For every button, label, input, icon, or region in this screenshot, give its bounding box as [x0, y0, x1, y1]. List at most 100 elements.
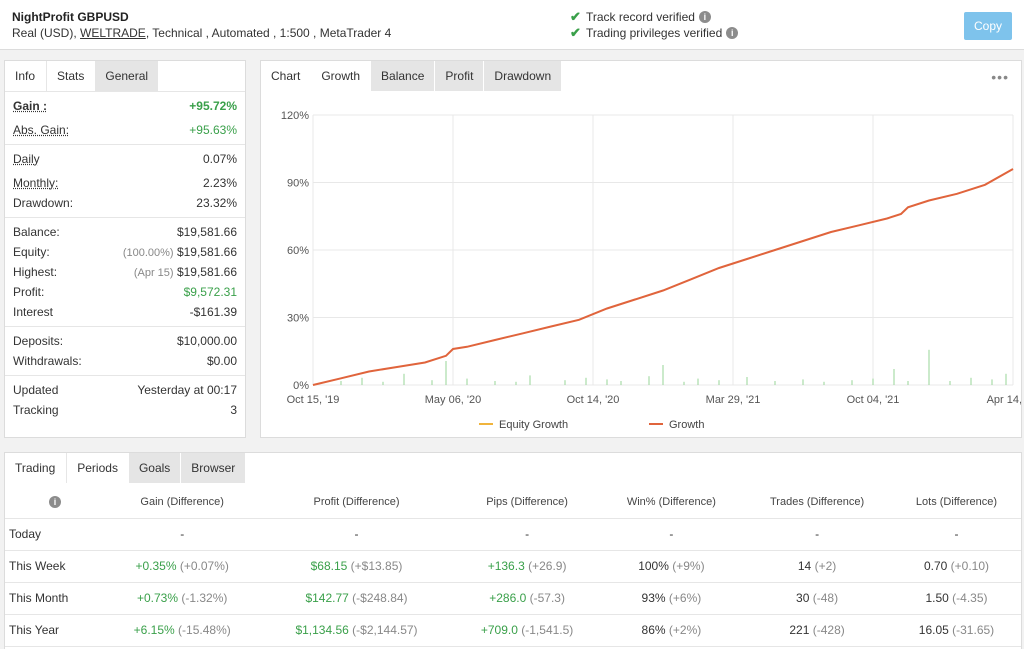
trade-bar: [445, 361, 447, 385]
stat-monthly: Monthly: 2.23%: [13, 176, 237, 190]
tab-browser[interactable]: Browser: [181, 453, 247, 483]
cell-difference: (+26.9): [528, 559, 567, 573]
trade-bar: [606, 379, 608, 385]
cell-value: +0.35%: [135, 559, 177, 573]
trade-bar: [431, 380, 433, 385]
period-cell: -: [259, 518, 454, 551]
trade-bar: [564, 380, 566, 385]
info-header: i: [5, 486, 105, 519]
tab-general[interactable]: General: [95, 61, 160, 91]
stat-drawdown: Drawdown: 23.32%: [13, 196, 237, 210]
tab-profit[interactable]: Profit: [435, 61, 485, 91]
info-icon[interactable]: i: [726, 27, 739, 39]
cell-value: +286.0: [489, 591, 527, 605]
cell-value: -: [954, 527, 959, 541]
tab-chart[interactable]: Chart: [261, 61, 312, 91]
trade-bar: [662, 365, 664, 385]
cell-difference: (+2%): [668, 623, 702, 637]
table-row: This Week +0.35% (+0.07%) $68.15 (+$13.85)…: [5, 550, 1021, 583]
period-cell: -: [600, 518, 743, 551]
trade-bar: [774, 381, 776, 385]
stat-gain: Gain : +95.72%: [13, 99, 237, 113]
period-cell: 30 (-48): [742, 582, 892, 615]
tab-periods[interactable]: Periods: [66, 453, 129, 483]
stat-equity: Equity: (100.00%) $19,581.66: [13, 245, 237, 259]
period-cell: $1,134.56 (-$2,144.57): [259, 614, 454, 647]
cell-value: +709.0: [480, 623, 518, 637]
stat-abs-gain: Abs. Gain: +95.63%: [13, 123, 237, 137]
trade-bar: [403, 373, 405, 385]
tab-drawdown[interactable]: Drawdown: [484, 61, 563, 91]
trade-bar: [585, 377, 587, 385]
cell-value: +0.73%: [136, 591, 179, 605]
period-cell: +136.3 (+26.9): [453, 550, 601, 583]
period-cell: -: [742, 518, 892, 551]
stat-withdrawals: Withdrawals: $0.00: [13, 354, 237, 368]
tab-stats[interactable]: Stats: [46, 61, 96, 91]
trade-bar: [893, 369, 895, 385]
more-options-icon[interactable]: •••: [991, 69, 1009, 85]
stats-body: Gain : +95.72% Abs. Gain: +95.63% Daily 0.0…: [5, 91, 245, 424]
tab-info[interactable]: Info: [5, 61, 47, 91]
trade-bar: [718, 380, 720, 385]
y-tick-label: 0%: [293, 380, 309, 392]
broker-link[interactable]: WELTRADE: [80, 26, 146, 40]
x-tick-label: May 06, '20: [425, 394, 482, 406]
cell-value: -: [180, 527, 185, 541]
trade-bar: [907, 381, 909, 385]
y-tick-label: 60%: [287, 245, 309, 257]
stat-profit: Profit: $9,572.31: [13, 285, 237, 299]
cell-difference: (+2): [814, 559, 837, 573]
cell-difference: (+0.07%): [179, 559, 229, 573]
cell-value: -: [815, 527, 820, 541]
chart-panel: Chart Growth Balance Profit Drawdown •••…: [260, 60, 1022, 438]
periods-panel: Trading Periods Goals Browser i Gain (Di…: [4, 452, 1022, 649]
tab-goals[interactable]: Goals: [128, 453, 182, 483]
tab-balance[interactable]: Balance: [371, 61, 436, 91]
trade-bar: [466, 378, 468, 385]
cell-value: -: [669, 527, 674, 541]
trade-bar: [529, 375, 531, 385]
period-cell: 93% (+6%): [600, 582, 743, 615]
col-header: Gain (Difference): [105, 486, 260, 519]
cell-value: 93%: [641, 591, 666, 605]
tab-growth[interactable]: Growth: [311, 61, 372, 91]
x-tick-label: Oct 14, '20: [567, 394, 620, 406]
info-icon[interactable]: i: [49, 495, 61, 508]
cell-value: 221: [789, 623, 810, 637]
cell-difference: (-1,541.5): [521, 623, 574, 637]
period-cell: +286.0 (-57.3): [453, 582, 601, 615]
trade-bar: [970, 377, 972, 385]
equity-growth-line: [312, 168, 1014, 386]
cell-value: $142.77: [305, 591, 349, 605]
period-label: This Year: [5, 614, 105, 647]
cell-difference: (-$2,144.57): [352, 623, 418, 637]
cell-difference: (+6%): [668, 591, 702, 605]
period-cell: +709.0 (-1,541.5): [453, 614, 601, 647]
col-header: Pips (Difference): [453, 486, 601, 519]
check-icon: ✔: [570, 25, 581, 40]
stat-updated: Updated Yesterday at 00:17: [13, 383, 237, 397]
trade-bar: [340, 381, 342, 385]
period-cell: 0.70 (+0.10): [891, 550, 1021, 583]
table-row: Today - - - - - -: [5, 518, 1021, 551]
period-cell: 14 (+2): [742, 550, 892, 583]
cell-difference: (+0.10): [950, 559, 989, 573]
check-icon: ✔: [570, 9, 581, 24]
stat-tracking: Tracking 3: [13, 403, 237, 417]
period-label: Today: [5, 518, 105, 551]
stat-interest: Interest -$161.39: [13, 305, 237, 319]
system-header: NightProfit GBPUSD Real (USD), WELTRADE,…: [0, 0, 1024, 50]
trade-bar: [823, 381, 825, 385]
cell-value: $1,134.56: [295, 623, 349, 637]
cell-value: +6.15%: [133, 623, 175, 637]
cell-difference: (+9%): [672, 559, 705, 573]
col-header: Lots (Difference): [891, 486, 1021, 519]
table-row: This Year +6.15% (-15.48%) $1,134.56 (-$2,…: [5, 614, 1021, 647]
copy-button[interactable]: Copy: [964, 12, 1012, 40]
info-icon[interactable]: i: [698, 11, 711, 23]
periods-tabs: Trading Periods Goals Browser: [5, 453, 247, 483]
tab-trading[interactable]: Trading: [5, 453, 67, 483]
trade-bar: [494, 381, 496, 385]
stat-balance: Balance: $19,581.66: [13, 225, 237, 239]
